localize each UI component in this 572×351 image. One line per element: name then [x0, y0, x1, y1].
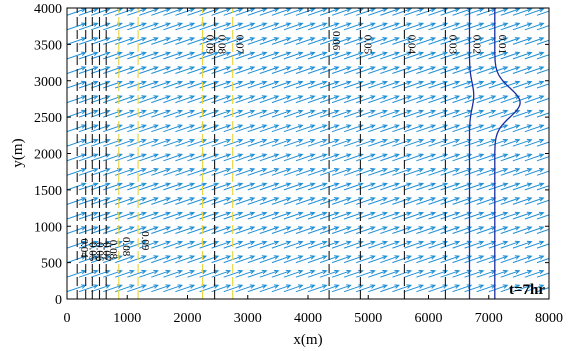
y-tick-label: 1500 — [34, 184, 62, 199]
velocity-arrow — [537, 81, 556, 88]
velocity-arrow — [537, 256, 556, 263]
x-tick-label: 4000 — [294, 311, 322, 326]
y-tick-label: 1000 — [34, 220, 62, 235]
contour-label: 0.02 — [471, 35, 483, 54]
y-tick-label: 500 — [41, 257, 62, 272]
x-tick-label: 2000 — [174, 311, 202, 326]
velocity-arrow — [537, 169, 556, 176]
y-tick-label: 3500 — [34, 38, 62, 53]
velocity-arrow — [537, 154, 556, 161]
velocity-arrow — [537, 270, 556, 277]
velocity-arrow — [537, 9, 556, 16]
contour-label: 0.08 — [107, 240, 119, 260]
velocity-arrow — [537, 67, 556, 74]
y-axis-label: y(m) — [10, 138, 26, 167]
x-tick-label: 6000 — [415, 311, 443, 326]
x-tick-label: 1000 — [113, 311, 141, 326]
velocity-arrow — [537, 23, 556, 30]
velocity-arrow — [537, 212, 556, 219]
contour-label: 0.09 — [204, 35, 216, 55]
velocity-arrow — [537, 183, 556, 190]
velocity-arrow — [537, 52, 556, 59]
velocity-arrow — [537, 125, 556, 132]
y-tick-label: 2500 — [34, 111, 62, 126]
y-tick-label: 0 — [55, 293, 62, 308]
contour-label: 0.06 — [330, 31, 342, 51]
contour-label: 0.08 — [216, 35, 228, 55]
velocity-arrow — [537, 96, 556, 103]
y-tick-label: 2000 — [34, 148, 62, 163]
x-tick-label: 3000 — [234, 311, 262, 326]
velocity-arrow — [537, 110, 556, 117]
velocity-arrow — [537, 241, 556, 248]
x-tick-label: 5000 — [354, 311, 382, 326]
y-tick-label: 3000 — [34, 75, 62, 90]
contour-label: 0.07 — [234, 35, 246, 55]
velocity-arrow — [537, 38, 556, 45]
x-axis-label: x(m) — [293, 332, 322, 348]
contour-label: 0.03 — [446, 35, 458, 55]
y-tick-label: 4000 — [34, 2, 62, 17]
contour-label: 0.01 — [496, 35, 508, 54]
velocity-arrow — [537, 198, 556, 205]
contour-label: 0.05 — [361, 35, 373, 55]
contour-label: 0.08 — [120, 237, 132, 257]
contour-label: 0.09 — [139, 231, 151, 251]
velocity-arrow — [537, 139, 556, 146]
velocity-arrow — [537, 227, 556, 234]
x-tick-label: 7000 — [475, 311, 503, 326]
x-tick-label: 8000 — [535, 311, 563, 326]
x-tick-label: 0 — [64, 311, 71, 326]
contour-label: 0.04 — [405, 35, 417, 55]
time-annotation: t=7hr — [509, 282, 545, 298]
